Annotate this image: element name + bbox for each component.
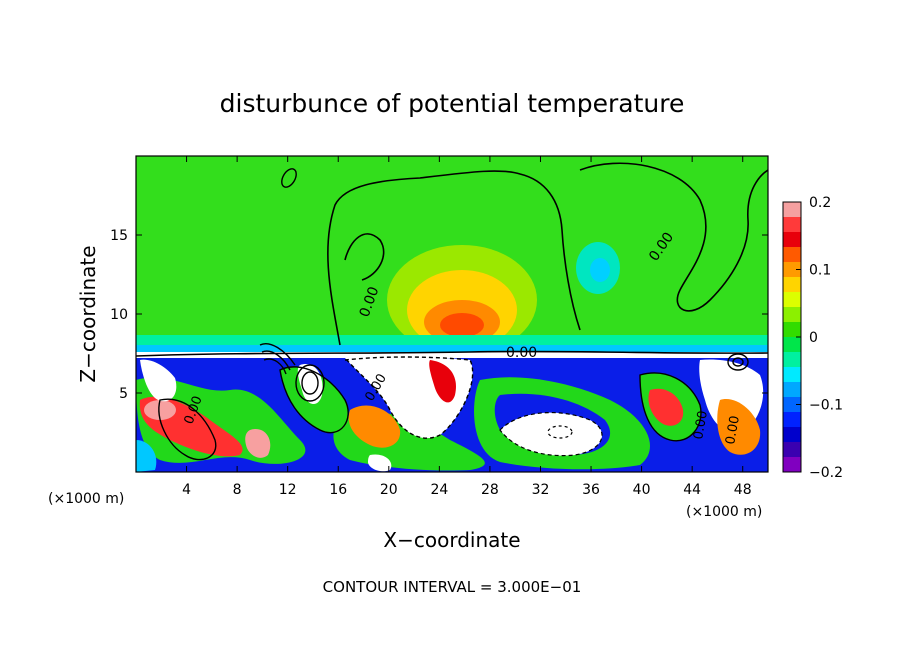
- warm-anomaly-core: [440, 313, 484, 337]
- colorbar-tick-label: 0: [809, 330, 818, 346]
- x-axis: 4 8 12 16 20 24 28 32 36 40 44 48: [182, 156, 752, 498]
- inversion-band-cyan: [136, 345, 768, 353]
- cool-anomaly-core: [590, 258, 610, 282]
- colorbar-segment: [783, 292, 801, 308]
- x-tick-label: 32: [532, 482, 550, 498]
- contour-cluster-right-inner: [732, 357, 744, 367]
- x-tick-label: 20: [380, 482, 398, 498]
- x-tick-label: 8: [233, 482, 242, 498]
- chart-title: disturbunce of potential temperature: [220, 89, 685, 118]
- colorbar-segment: [783, 412, 801, 428]
- x-unit-right: (×1000 m): [686, 504, 762, 520]
- lower-pink-1: [144, 400, 176, 420]
- contour-label: 0.00: [506, 345, 537, 361]
- contour-interval: CONTOUR INTERVAL = 3.000E−01: [323, 578, 582, 596]
- inversion-white: [136, 352, 768, 358]
- contour-label: 0.00: [723, 415, 743, 446]
- lower-white-8: [368, 454, 392, 472]
- lower-cyan-8: [136, 440, 157, 472]
- lower-white-1: [140, 359, 177, 402]
- lower-orange-3: [348, 405, 401, 448]
- contour-lower-4: [547, 425, 573, 439]
- colorbar-segment: [783, 442, 801, 458]
- colorbar-segment: [783, 427, 801, 443]
- colorbar-segment: [783, 322, 801, 338]
- x-tick-label: 44: [683, 482, 701, 498]
- colorbar-segment: [783, 232, 801, 248]
- colorbar-segment: [783, 217, 801, 233]
- colorbar-segment: [783, 277, 801, 293]
- lower-white-2: [297, 364, 323, 405]
- x-tick-label: 12: [279, 482, 297, 498]
- colorbar-segment: [783, 367, 801, 383]
- colorbar-segment: [783, 382, 801, 398]
- y-axis: 5 10 15: [110, 228, 768, 402]
- contour-zero-loop: [579, 162, 768, 312]
- lower-red-6: [648, 388, 684, 426]
- contour-small-loop: [281, 168, 297, 188]
- x-tick-label: 4: [182, 482, 191, 498]
- colorbar-segment: [783, 457, 801, 473]
- plot-area: 0.00 0.00 0.00 0.00 0.00 0.00 0.00: [136, 156, 768, 472]
- lower-white-7: [245, 429, 271, 458]
- contour-lower-6: [279, 366, 349, 434]
- x-tick-label: 36: [582, 482, 600, 498]
- colorbar-tick-label: 0.2: [809, 195, 831, 211]
- y-axis-label: Z−coordinate: [76, 245, 100, 382]
- contour-lower-1: [158, 398, 217, 461]
- colorbar-tick-label: 0.1: [809, 263, 831, 279]
- contour-vortex-left-inner: [301, 371, 319, 395]
- colorbar-segment: [783, 397, 801, 413]
- x-tick-label: 24: [430, 482, 448, 498]
- y-tick-label: 10: [110, 307, 128, 323]
- x-unit-left: (×1000 m): [48, 491, 124, 507]
- y-tick-label: 5: [119, 386, 128, 402]
- colorbar-segment: [783, 202, 801, 218]
- colorbar: 0.2 0.1 0 −0.1 −0.2: [782, 195, 843, 481]
- colorbar-tick-label: −0.2: [809, 465, 843, 481]
- lower-orange-6: [717, 399, 761, 455]
- x-tick-label: 16: [329, 482, 347, 498]
- lower-white-5: [500, 412, 602, 456]
- contour-vortex-left: [295, 364, 325, 402]
- contour-zero-side: [344, 233, 385, 281]
- inversion-band: [136, 335, 768, 347]
- lower-red-4: [429, 360, 456, 403]
- colorbar-segment: [783, 337, 801, 353]
- contour-zero-upper: [327, 170, 581, 346]
- x-tick-label: 40: [633, 482, 651, 498]
- y-tick-label: 15: [110, 228, 128, 244]
- colorbar-segment: [783, 247, 801, 263]
- contour-cluster-right: [727, 353, 749, 371]
- contour-label: 0.00: [691, 410, 711, 441]
- contour-lower-5: [639, 372, 702, 442]
- x-tick-label: 48: [734, 482, 752, 498]
- colorbar-tick-label: −0.1: [809, 398, 843, 414]
- contour-lower-2: [344, 356, 474, 439]
- contour-zero-interface: [136, 350, 768, 357]
- x-axis-label: X−coordinate: [383, 528, 520, 552]
- colorbar-segment: [783, 352, 801, 368]
- colorbar-segment: [783, 307, 801, 323]
- x-tick-label: 28: [481, 482, 499, 498]
- colorbar-segment: [783, 262, 801, 278]
